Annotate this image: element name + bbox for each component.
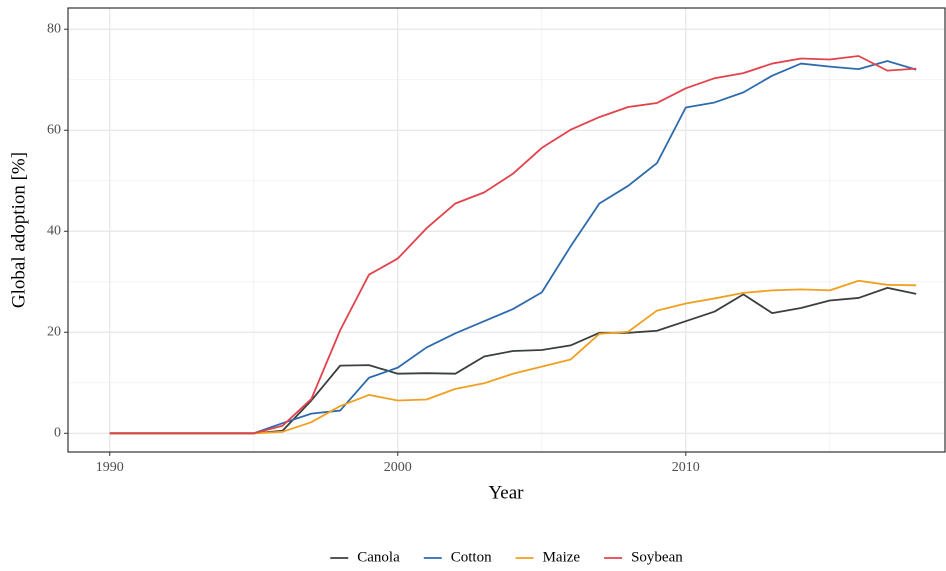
legend: Canola Cotton Maize Soybean [330,549,683,565]
line-series [109,60,917,435]
panel-border [67,7,946,453]
line-series [109,279,917,435]
y-axis-title: Global adoption [%] [8,152,29,308]
x-axis-title: Year [488,482,524,503]
y-tick-label: 60 [47,122,61,137]
x-tick-label: 2010 [672,460,700,475]
x-tick-label: 1990 [96,460,124,475]
x-tick-label: 2000 [384,460,412,475]
y-tick-label: 0 [54,426,61,441]
line-series [109,55,917,435]
y-tick-label: 20 [47,325,61,340]
legend-label: Maize [543,549,581,565]
legend-label: Cotton [451,549,492,565]
legend-label: Canola [357,549,400,565]
y-tick-label: 40 [47,223,61,238]
y-tick-label: 80 [47,21,61,36]
legend-label: Soybean [631,549,683,565]
